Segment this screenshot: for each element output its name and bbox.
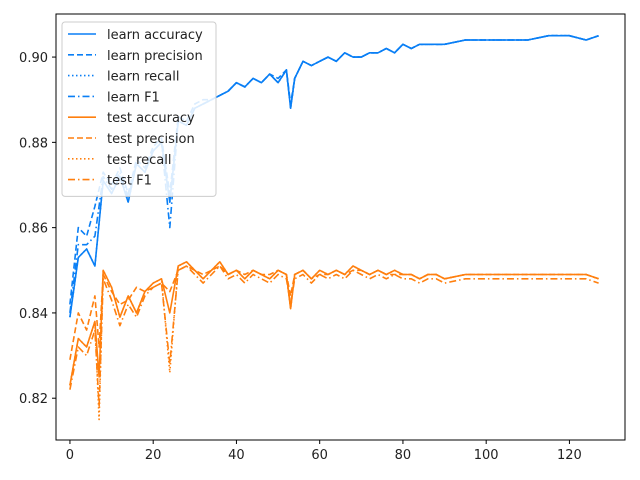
y-tick-label: 0.86 xyxy=(19,222,48,237)
x-tick-label: 60 xyxy=(311,448,328,463)
series-line-test-recall xyxy=(69,260,599,421)
series-line-test-precision xyxy=(69,265,599,360)
y-tick-label: 0.90 xyxy=(19,51,48,66)
y-tick-label: 0.82 xyxy=(19,392,48,407)
legend-label-learn-f1: learn F1 xyxy=(107,90,160,105)
legend-label-test-accuracy: test accuracy xyxy=(107,111,195,126)
x-tick-label: 120 xyxy=(557,448,582,463)
legend-label-test-precision: test precision xyxy=(107,132,195,147)
y-axis: 0.82 0.84 0.86 0.88 0.90 xyxy=(19,51,56,407)
legend-box xyxy=(61,21,217,197)
legend-label-test-f1: test F1 xyxy=(107,174,152,189)
x-tick-label: 0 xyxy=(66,448,74,463)
x-tick-label: 20 xyxy=(145,448,162,463)
series-line-test-f1 xyxy=(69,265,599,408)
x-axis: 0 20 40 60 80 100 120 xyxy=(66,440,582,463)
x-tick-label: 100 xyxy=(474,448,499,463)
y-tick-label: 0.88 xyxy=(19,136,48,151)
x-tick-label: 80 xyxy=(395,448,412,463)
legend-label-learn-precision: learn precision xyxy=(107,49,203,64)
plot-frame xyxy=(55,13,626,441)
legend-label-test-recall: test recall xyxy=(107,153,172,168)
x-tick-label: 40 xyxy=(228,448,245,463)
legend-label-learn-recall: learn recall xyxy=(107,70,179,85)
legend: learn accuracy learn precision learn recal… xyxy=(61,21,217,197)
y-tick-label: 0.84 xyxy=(19,307,48,322)
legend-label-learn-accuracy: learn accuracy xyxy=(107,28,203,43)
